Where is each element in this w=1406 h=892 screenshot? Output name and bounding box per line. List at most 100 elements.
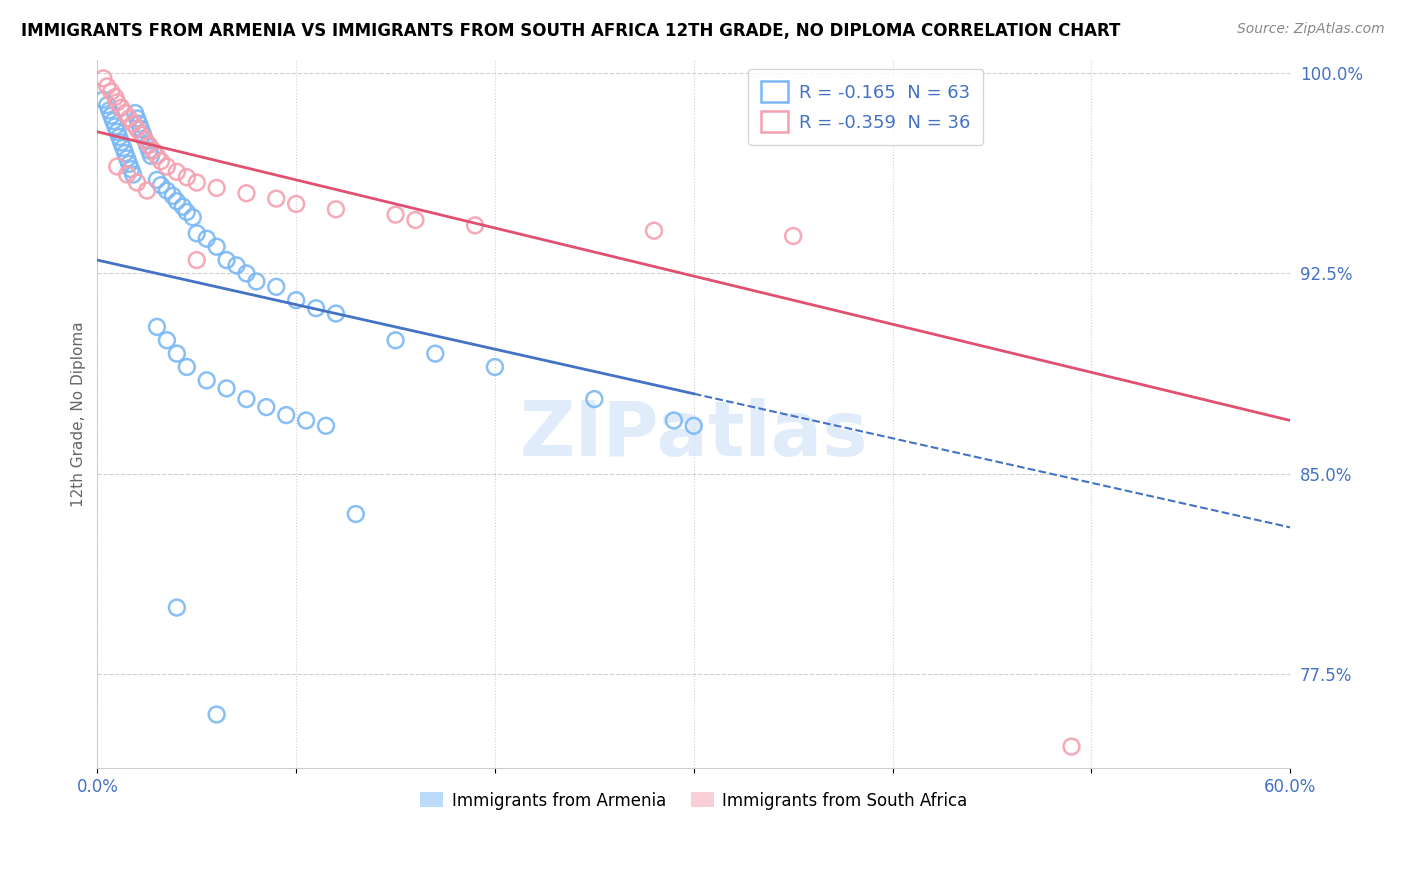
Point [105,125,128,139]
Point [127,122,149,136]
Point [156,184,179,198]
Point [115,152,138,166]
Y-axis label: 12th Grade, No Diploma: 12th Grade, No Diploma [72,321,86,507]
Point [344,507,367,521]
Point [484,359,506,374]
Point [254,400,277,414]
Point [643,224,665,238]
Point [176,359,198,374]
Point [129,128,152,142]
Point [235,392,257,406]
Point [235,186,257,201]
Point [425,346,447,360]
Point [215,381,238,395]
Point [100,85,122,99]
Point [166,194,188,209]
Point [464,219,486,233]
Point [176,205,198,219]
Point [166,600,188,615]
Point [100,109,122,123]
Legend: Immigrants from Armenia, Immigrants from South Africa: Immigrants from Armenia, Immigrants from… [413,785,974,816]
Point [134,133,156,147]
Point [129,122,152,136]
Point [205,240,228,254]
Point [149,154,172,169]
Point [325,202,347,217]
Point [132,128,155,142]
Point [104,120,127,134]
Point [127,176,149,190]
Point [404,213,426,227]
Point [1060,739,1083,754]
Point [682,418,704,433]
Point [91,93,114,107]
Point [186,253,208,268]
Point [325,306,347,320]
Point [225,259,247,273]
Text: IMMIGRANTS FROM ARMENIA VS IMMIGRANTS FROM SOUTH AFRICA 12TH GRADE, NO DIPLOMA C: IMMIGRANTS FROM ARMENIA VS IMMIGRANTS FR… [21,22,1121,40]
Point [384,208,406,222]
Point [124,106,146,120]
Point [245,275,267,289]
Point [305,301,328,316]
Point [662,413,685,427]
Point [295,413,318,427]
Point [104,90,127,104]
Point [114,146,136,161]
Point [91,71,114,86]
Text: ZIPatlas: ZIPatlas [519,398,868,472]
Point [138,144,160,158]
Point [181,211,204,225]
Point [156,333,179,347]
Point [96,98,118,112]
Point [127,112,149,126]
Point [315,418,337,433]
Point [138,138,160,153]
Point [166,346,188,360]
Point [139,149,162,163]
Point [285,197,308,211]
Point [112,141,135,155]
Point [176,170,198,185]
Point [205,707,228,722]
Point [122,168,145,182]
Point [146,149,169,163]
Point [195,373,218,387]
Point [118,157,141,171]
Point [285,293,308,308]
Point [162,189,184,203]
Point [120,162,142,177]
Point [235,267,257,281]
Point [105,95,128,110]
Point [128,117,150,131]
Point [108,130,131,145]
Point [276,408,298,422]
Point [782,229,804,244]
Point [264,280,287,294]
Point [103,114,125,128]
Point [384,333,406,347]
Point [115,168,138,182]
Point [134,133,156,147]
Point [98,103,121,118]
Point [136,138,159,153]
Point [195,232,218,246]
Point [136,184,159,198]
Point [114,106,136,120]
Point [215,253,238,268]
Point [583,392,606,406]
Point [186,227,208,241]
Point [186,176,208,190]
Point [166,165,188,179]
Point [146,173,169,187]
Point [142,144,165,158]
Text: Source: ZipAtlas.com: Source: ZipAtlas.com [1237,22,1385,37]
Point [149,178,172,193]
Point [264,192,287,206]
Point [156,160,179,174]
Point [122,117,145,131]
Point [105,160,128,174]
Point [205,181,228,195]
Point [110,136,132,150]
Point [96,79,118,94]
